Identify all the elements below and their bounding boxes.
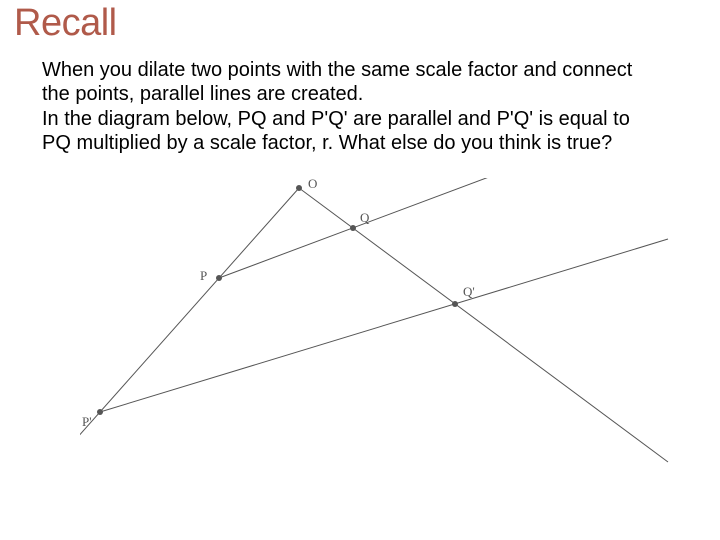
slide: Recall When you dilate two points with t… bbox=[0, 0, 720, 540]
point-P bbox=[216, 275, 222, 281]
line-P-Q bbox=[219, 178, 668, 278]
point-Pprime bbox=[97, 409, 103, 415]
label-O: O bbox=[308, 178, 317, 191]
slide-title: Recall bbox=[14, 2, 117, 45]
label-P: P bbox=[200, 268, 207, 283]
point-Qprime bbox=[452, 301, 458, 307]
label-Q: Q bbox=[360, 210, 370, 225]
dilation-diagram: O P Q Q' P' bbox=[80, 178, 680, 508]
label-Pprime: P' bbox=[82, 414, 92, 429]
label-Qprime: Q' bbox=[463, 284, 475, 299]
slide-body-text: When you dilate two points with the same… bbox=[42, 58, 662, 156]
point-O bbox=[296, 185, 302, 191]
line-Pprime-Qprime bbox=[100, 239, 668, 412]
point-Q bbox=[350, 225, 356, 231]
ray-O-Pprime bbox=[80, 188, 299, 448]
